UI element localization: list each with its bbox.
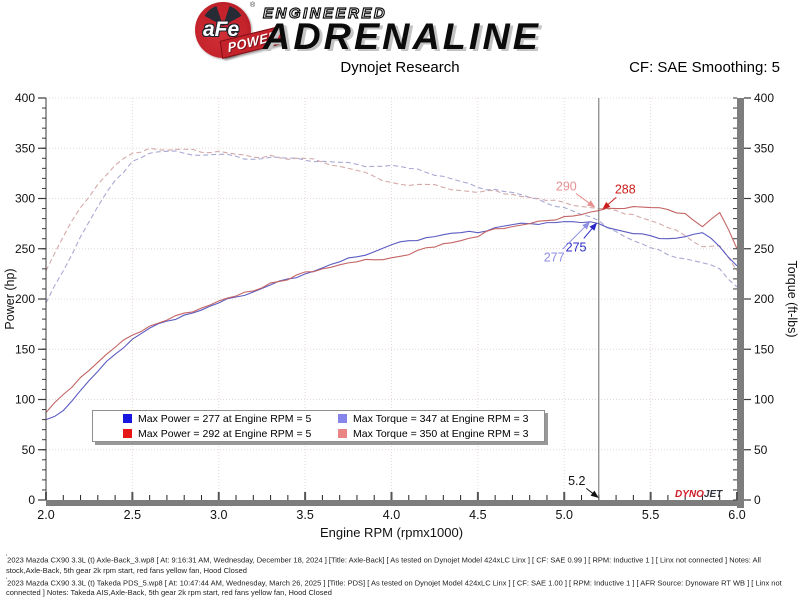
footnote-1-line-2: stock,Axle-Back, 5th gear 2k rpm start, … xyxy=(6,566,796,576)
footnote-text: 2023 Mazda CX90 3.3L (t) Axle-Back_3.wp8… xyxy=(7,555,761,565)
legend-label: Max Torque = 347 at Engine RPM = 3 xyxy=(353,412,529,425)
right-tick-label: 100 xyxy=(754,393,774,407)
x-axis-title: Engine RPM (rpmx1000) xyxy=(320,525,463,540)
stock-power-swatch-icon xyxy=(123,414,132,423)
right-tick-label: 250 xyxy=(754,242,774,256)
x-tick-label: 6.0 xyxy=(728,508,745,522)
pds-torque-swatch-icon xyxy=(338,429,347,438)
footnote-marker: ' xyxy=(6,577,8,584)
brand-engineered: ENGINEERED xyxy=(262,4,388,22)
left-tick-label: 300 xyxy=(15,192,35,206)
footnote-text: stock,Axle-Back, 5th gear 2k rpm start, … xyxy=(6,565,247,575)
annotation-275-label: 275 xyxy=(566,241,587,255)
left-tick-label: 400 xyxy=(15,91,35,105)
cursor-label-label: 5.2 xyxy=(568,474,585,488)
afe-logo-text: aFe xyxy=(203,18,240,41)
right-tick-label: 0 xyxy=(754,493,761,507)
annotation-290-arrow-head xyxy=(586,200,596,208)
page-title: Dynojet Research xyxy=(340,59,460,76)
afe-power-logo: aFe ® POWER xyxy=(195,2,325,60)
x-axis-bar xyxy=(46,500,744,506)
run-footnotes: '2023 Mazda CX90 3.3L (t) Axle-Back_3.wp… xyxy=(6,553,796,598)
x-tick-label: 4.0 xyxy=(383,508,400,522)
dynojet-logo: DYNOJET xyxy=(675,489,722,500)
curve-stock-torque xyxy=(45,150,738,304)
annotation-288-label: 288 xyxy=(615,183,636,197)
brand-wordmark: ENGINEERED ADRENALINE xyxy=(262,4,538,55)
legend-label: Max Power = 277 at Engine RPM = 5 xyxy=(138,412,312,425)
cursor-label-arrow-head xyxy=(590,490,599,498)
annotation-277-arrow-head xyxy=(582,221,591,230)
dynojet-logo-right: JET xyxy=(703,489,723,500)
legend-label: Max Power = 292 at Engine RPM = 5 xyxy=(138,427,312,440)
annotation-275-arrow-head xyxy=(589,222,598,231)
right-tick-label: 150 xyxy=(754,342,774,356)
annotation-277-arrow-line xyxy=(562,224,588,250)
annotation-288-arrow-head xyxy=(602,201,611,210)
right-tick-label: 50 xyxy=(754,443,768,457)
legend-box: Max Power = 277 at Engine RPM = 5 Max To… xyxy=(92,410,545,442)
left-tick-label: 200 xyxy=(15,292,35,306)
left-tick-label: 50 xyxy=(22,443,36,457)
x-tick-label: 5.5 xyxy=(642,508,659,522)
left-tick-label: 350 xyxy=(15,141,35,155)
legend-item-stock-torque: Max Torque = 347 at Engine RPM = 3 xyxy=(308,411,544,426)
curve-stock-power xyxy=(45,221,738,421)
x-tick-label: 3.5 xyxy=(296,508,313,522)
x-tick-label: 5.0 xyxy=(556,508,573,522)
footnote-marker: ' xyxy=(6,555,8,561)
stock-torque-swatch-icon xyxy=(338,414,347,423)
left-tick-label: 250 xyxy=(15,242,35,256)
y-axis-title-left: Power (hp) xyxy=(3,268,17,329)
curve-pds-power xyxy=(45,205,738,413)
left-tick-label: 100 xyxy=(15,393,35,407)
right-tick-label: 300 xyxy=(754,192,774,206)
right-tick-label: 350 xyxy=(754,141,774,155)
annotation-290-label: 290 xyxy=(556,180,577,194)
footnote-2-line-2: connected ] Notes: Takeda AIS,Axle-Back,… xyxy=(6,588,796,598)
footnote-text: 2023 Mazda CX90 3.3L (t) Takeda PDS_5.wp… xyxy=(7,578,782,587)
brand-adrenaline: ADRENALINE xyxy=(263,16,542,57)
footnote-2-line-1: '2023 Mazda CX90 3.3L (t) Takeda PDS_5.w… xyxy=(6,576,796,589)
legend-item-pds-torque: Max Torque = 350 at Engine RPM = 3 xyxy=(308,426,544,441)
x-tick-label: 2.5 xyxy=(124,508,141,522)
right-axis-bar xyxy=(737,98,744,508)
legend-item-pds-power: Max Power = 292 at Engine RPM = 5 xyxy=(93,426,312,441)
legend-label: Max Torque = 350 at Engine RPM = 3 xyxy=(353,427,529,440)
registered-mark: ® xyxy=(250,2,256,9)
smoothing-label: CF: SAE Smoothing: 5 xyxy=(629,59,780,76)
annotation-277-label: 277 xyxy=(544,251,565,265)
x-tick-label: 4.5 xyxy=(469,508,486,522)
right-tick-label: 200 xyxy=(754,292,774,306)
x-tick-label: 2.0 xyxy=(37,508,54,522)
y-axis-title-right: Torque (ft-lbs) xyxy=(785,260,799,337)
left-tick-label: 0 xyxy=(28,493,35,507)
right-tick-label: 400 xyxy=(754,91,774,105)
legend-item-stock-power: Max Power = 277 at Engine RPM = 5 xyxy=(93,411,312,426)
pds-power-swatch-icon xyxy=(123,429,132,438)
footnote-text: connected ] Notes: Takeda AIS,Axle-Back,… xyxy=(6,588,332,597)
dynojet-logo-left: DYNO xyxy=(675,489,704,500)
x-tick-label: 3.0 xyxy=(210,508,227,522)
curve-pds-torque xyxy=(45,147,738,272)
footnote-1-line-1: '2023 Mazda CX90 3.3L (t) Axle-Back_3.wp… xyxy=(6,553,796,566)
left-tick-label: 150 xyxy=(15,342,35,356)
